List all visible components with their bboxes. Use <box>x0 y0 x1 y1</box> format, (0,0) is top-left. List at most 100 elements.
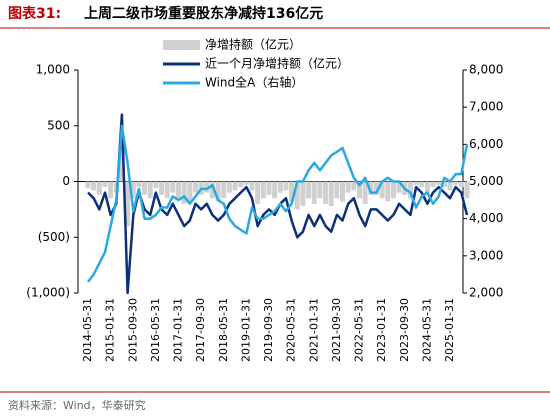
bar <box>323 181 329 204</box>
x-tick-label: 2023-09-30 <box>398 298 411 362</box>
bar <box>142 181 148 195</box>
bar <box>368 181 374 195</box>
bar <box>119 136 125 182</box>
bar <box>164 181 170 199</box>
legend-label: 近一个月净增持额（亿元） <box>205 56 349 71</box>
chart-title: 上周二级市场重要股东净减持136亿元 <box>84 5 323 22</box>
bar <box>102 181 108 188</box>
bar <box>362 181 368 204</box>
bar <box>187 181 193 202</box>
bar <box>272 181 278 199</box>
bar <box>85 181 91 189</box>
y-tick-label: 500 <box>47 118 70 132</box>
y-tick-label: (500) <box>38 230 70 244</box>
bar <box>334 181 340 199</box>
x-tick-label: 2024-05-31 <box>420 298 433 362</box>
y2-tick-label: 4,000 <box>469 211 503 225</box>
bar <box>419 181 425 188</box>
bar <box>351 181 357 191</box>
bar <box>136 181 142 188</box>
x-tick-label: 2015-09-30 <box>126 298 139 362</box>
bar <box>232 181 238 191</box>
bar <box>453 181 459 185</box>
y2-tick-label: 2,000 <box>469 286 503 300</box>
legend-label: Wind全A（右轴） <box>205 75 303 90</box>
bar <box>176 181 181 199</box>
legend-label: 净增持额（亿元） <box>205 37 301 52</box>
x-tick-label: 2020-05-31 <box>285 298 298 362</box>
bar <box>91 181 97 191</box>
bar <box>430 181 436 188</box>
bar <box>266 181 272 195</box>
bar <box>436 181 442 185</box>
line <box>87 124 469 283</box>
x-tick-label: 2017-01-31 <box>172 298 185 362</box>
bar <box>464 181 470 199</box>
x-tick-label: 2019-01-31 <box>239 298 252 362</box>
bar <box>306 181 312 199</box>
bar <box>238 181 244 188</box>
bar <box>255 181 261 204</box>
x-tick-label: 2015-01-31 <box>104 298 117 362</box>
bar <box>441 181 447 188</box>
x-tick-label: 2025-01-31 <box>443 298 456 362</box>
bar <box>396 181 402 193</box>
bar <box>357 181 362 199</box>
y-tick-label: (1,000) <box>26 286 70 300</box>
bar <box>181 181 187 204</box>
figure-label: 图表31: <box>8 5 61 22</box>
bar <box>260 181 266 199</box>
source: 资料来源：Wind，华泰研究 <box>8 398 146 412</box>
bar <box>204 181 210 193</box>
y-tick-label: 0 <box>62 174 70 188</box>
bar <box>243 181 249 185</box>
bar <box>96 181 102 195</box>
x-tick-label: 2018-05-31 <box>217 298 230 362</box>
line <box>87 113 469 295</box>
bar <box>447 181 453 191</box>
bar <box>407 181 413 199</box>
legend-swatch <box>163 40 200 50</box>
bar <box>458 181 464 188</box>
bar <box>226 181 232 193</box>
x-tick-label: 2021-09-30 <box>330 298 343 362</box>
bar <box>249 181 255 191</box>
bar <box>192 181 198 193</box>
bar <box>379 181 385 199</box>
bar <box>294 181 300 210</box>
bar <box>108 181 114 199</box>
bar <box>373 181 379 195</box>
bar <box>209 181 215 199</box>
x-tick-label: 2014-05-31 <box>81 298 94 362</box>
x-tick-label: 2019-09-30 <box>262 298 275 362</box>
bar <box>424 181 430 193</box>
x-tick-label: 2017-09-30 <box>194 298 207 362</box>
y2-tick-label: 5,000 <box>469 174 503 188</box>
bar <box>390 181 396 199</box>
bar <box>221 181 227 199</box>
x-tick-label: 2021-01-31 <box>307 298 320 362</box>
bar <box>289 181 295 202</box>
bar <box>311 181 317 204</box>
bar <box>345 181 351 193</box>
y2-tick-label: 8,000 <box>469 63 503 77</box>
x-tick-label: 2016-05-31 <box>149 298 162 362</box>
bar <box>215 181 221 202</box>
bar <box>317 181 323 199</box>
bar <box>340 181 346 202</box>
y2-tick-label: 3,000 <box>469 248 503 262</box>
bar <box>159 181 165 195</box>
x-tick-label: 2022-05-31 <box>353 298 366 362</box>
bar <box>385 181 391 202</box>
y2-tick-label: 6,000 <box>469 137 503 151</box>
bar <box>170 181 176 193</box>
y-tick-label: 1,000 <box>36 63 70 77</box>
bar <box>328 181 334 207</box>
bar <box>153 181 159 189</box>
bar <box>277 181 283 193</box>
bar <box>413 181 419 185</box>
bar <box>125 181 131 227</box>
x-tick-label: 2023-01-31 <box>375 298 388 362</box>
bar <box>130 181 136 199</box>
